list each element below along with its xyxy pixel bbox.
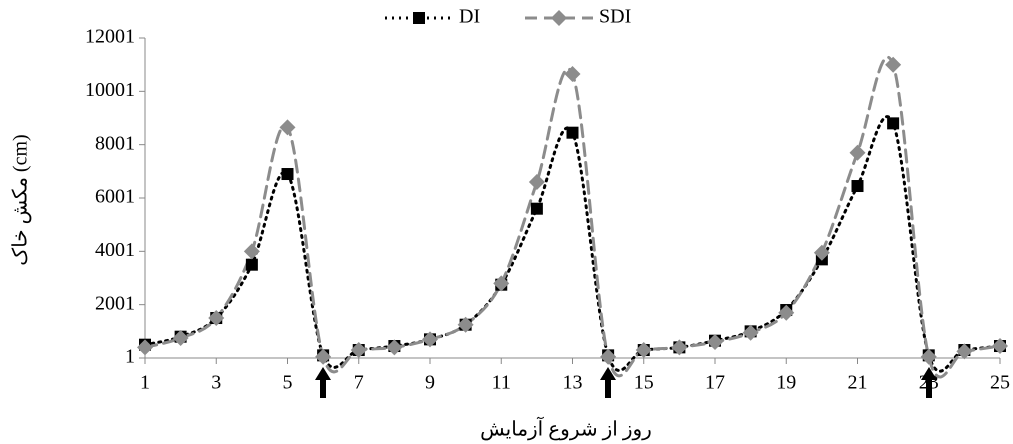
marker [243, 243, 260, 260]
y-tick-label: 10001 [85, 79, 135, 101]
marker [137, 339, 153, 356]
marker [813, 244, 830, 261]
x-tick-label: 15 [634, 372, 654, 394]
marker [281, 168, 294, 181]
marker [493, 275, 510, 292]
y-tick-label: 1 [125, 346, 135, 368]
marker [208, 310, 225, 327]
x-tick-label: 17 [705, 372, 725, 394]
y-tick-label: 2001 [95, 292, 135, 314]
y-tick-label: 4001 [95, 239, 135, 261]
marker [849, 144, 866, 161]
irrigation-arrows [315, 367, 937, 398]
marker [885, 56, 902, 73]
marker [920, 348, 937, 365]
arrow [600, 367, 616, 398]
x-tick-label: 9 [425, 372, 435, 394]
x-tick-label: 7 [354, 372, 364, 394]
marker [350, 342, 367, 359]
marker [992, 338, 1008, 355]
x-tick-label: 3 [211, 372, 221, 394]
marker [530, 202, 543, 215]
marker [956, 343, 973, 360]
x-tick-label: 19 [776, 372, 796, 394]
marker [422, 331, 438, 348]
legend-label: SDI [599, 6, 631, 28]
legend-label: DI [459, 6, 480, 28]
marker [707, 334, 723, 351]
x-tick-label: 11 [492, 372, 511, 394]
x-tick-label: 13 [563, 372, 583, 394]
arrow [921, 367, 937, 398]
y-axis-label: مکش خاک (cm) [10, 134, 32, 265]
x-axis-label: روز از شروع آزمایش [480, 417, 652, 441]
marker [172, 330, 189, 347]
series-line [143, 115, 1002, 373]
legend-marker [551, 10, 567, 26]
x-tick-label: 5 [283, 372, 293, 394]
series-line [143, 55, 1002, 379]
marker [635, 342, 652, 359]
marker [887, 117, 900, 130]
x-tick-label: 21 [848, 372, 868, 394]
marker [457, 316, 474, 333]
arrow [315, 367, 331, 398]
marker [279, 119, 296, 136]
y-tick-label: 12001 [85, 26, 135, 48]
marker [315, 348, 332, 365]
marker [386, 339, 403, 356]
marker [600, 348, 617, 365]
marker [671, 339, 688, 356]
marker [528, 174, 545, 191]
marker [742, 324, 759, 341]
marker [245, 258, 258, 271]
marker [851, 180, 864, 193]
marker [778, 304, 795, 321]
x-tick-label: 1 [140, 372, 150, 394]
y-tick-label: 6001 [95, 186, 135, 208]
marker [566, 126, 579, 139]
x-tick-label: 25 [990, 372, 1010, 394]
legend-marker [413, 12, 425, 24]
y-tick-label: 8001 [95, 132, 135, 154]
marker [564, 66, 581, 83]
x-tick-label: 23 [919, 372, 939, 394]
